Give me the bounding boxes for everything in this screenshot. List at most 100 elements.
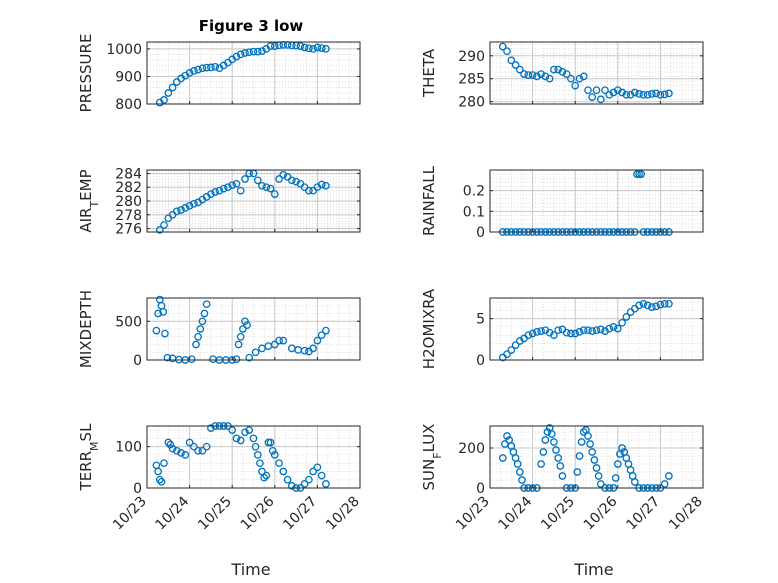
data-point (639, 299, 648, 308)
y-tick-label: 800 (115, 97, 142, 113)
data-point (256, 459, 264, 468)
data-point (313, 336, 322, 345)
data-point (251, 348, 260, 357)
data-point (160, 96, 168, 104)
data-point (626, 90, 635, 99)
data-point (524, 331, 533, 340)
data-point (322, 326, 330, 335)
panel-3: 0 0.1 0.2 RAINFALL (420, 165, 704, 241)
y-axis-label: SUNFLUX (420, 424, 444, 491)
data-point (287, 176, 296, 185)
y-tick-label: 280 (115, 194, 142, 210)
data-point (194, 65, 202, 74)
data-point (317, 44, 326, 52)
data-point (656, 300, 665, 309)
data-point (154, 309, 162, 318)
data-point (520, 70, 528, 78)
x-tick-label: 10/26 (238, 493, 278, 533)
data-point (309, 344, 317, 353)
data-point (567, 329, 575, 338)
data-point (200, 309, 209, 318)
data-point (537, 460, 545, 468)
x-tick-label: 10/27 (280, 494, 320, 534)
data-point (562, 70, 571, 78)
data-point (567, 74, 575, 83)
data-point (236, 332, 245, 341)
data-point (232, 52, 241, 61)
data-point (258, 181, 266, 190)
data-point (547, 430, 556, 438)
data-point (292, 177, 300, 186)
data-point (528, 329, 537, 338)
y-tick-label: 900 (115, 69, 142, 85)
data-point (515, 65, 524, 74)
data-point (258, 344, 266, 353)
panel-5: 0 5 H2OMIXRA (420, 288, 704, 369)
data-point (275, 336, 283, 345)
data-point (166, 440, 175, 449)
data-point (558, 68, 567, 76)
data-point (300, 480, 309, 488)
data-point (656, 90, 665, 99)
data-point (611, 474, 620, 482)
data-point (253, 47, 262, 56)
data-point (232, 434, 241, 443)
data-point (270, 451, 279, 459)
data-point (279, 170, 288, 179)
data-point (155, 226, 164, 234)
data-point (648, 90, 656, 98)
axes-box (146, 41, 361, 105)
data-point (605, 90, 614, 99)
data-point (245, 426, 254, 434)
data-point (660, 480, 669, 488)
data-point (249, 434, 258, 443)
y-tick-label: 200 (458, 441, 485, 457)
data-point (207, 424, 215, 432)
y-tick-label: 0 (133, 353, 142, 369)
data-point (575, 452, 584, 460)
data-point (196, 325, 205, 333)
data-point (528, 71, 537, 79)
data-point (234, 340, 243, 349)
data-point (283, 475, 292, 484)
data-point (579, 428, 588, 436)
data-point (296, 42, 305, 50)
data-point (198, 317, 207, 326)
data-point (258, 47, 266, 55)
data-point (190, 199, 198, 208)
panel-1: 280 285 290 THETA (420, 41, 704, 111)
data-point (537, 327, 545, 335)
data-point (562, 328, 571, 337)
data-point (511, 61, 520, 69)
data-point (665, 299, 673, 308)
data-point (268, 446, 277, 455)
data-point (665, 89, 673, 98)
data-point (300, 346, 309, 355)
data-point (309, 45, 317, 53)
x-axis-label-right: Time (573, 560, 613, 579)
data-point (192, 340, 200, 349)
data-point (198, 64, 207, 73)
y-tick-label: 276 (115, 222, 142, 238)
data-point (253, 451, 262, 459)
data-point (588, 327, 597, 335)
data-point (609, 88, 618, 97)
data-point (613, 324, 622, 333)
data-point (556, 462, 565, 470)
y-tick-label: 284 (115, 166, 142, 182)
data-point (224, 183, 232, 192)
y-axis-label: H2OMIXRA (420, 288, 438, 369)
data-point (622, 90, 631, 99)
data-point (241, 317, 249, 326)
data-point (266, 42, 275, 50)
data-point (592, 326, 601, 335)
data-point (541, 436, 550, 444)
data-point (187, 355, 196, 364)
data-point (498, 42, 507, 51)
data-point (613, 460, 622, 468)
y-axis-label: AIRTEMP (77, 169, 101, 232)
data-point (164, 89, 173, 97)
data-point (579, 326, 588, 335)
data-point (279, 336, 288, 345)
